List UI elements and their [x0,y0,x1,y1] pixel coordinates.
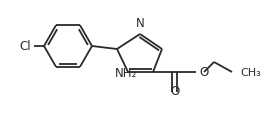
Text: O: O [199,66,208,79]
Text: O: O [170,84,180,97]
Text: N: N [136,17,144,30]
Text: Cl: Cl [19,40,31,53]
Text: NH₂: NH₂ [115,66,137,79]
Text: CH₃: CH₃ [240,67,261,77]
